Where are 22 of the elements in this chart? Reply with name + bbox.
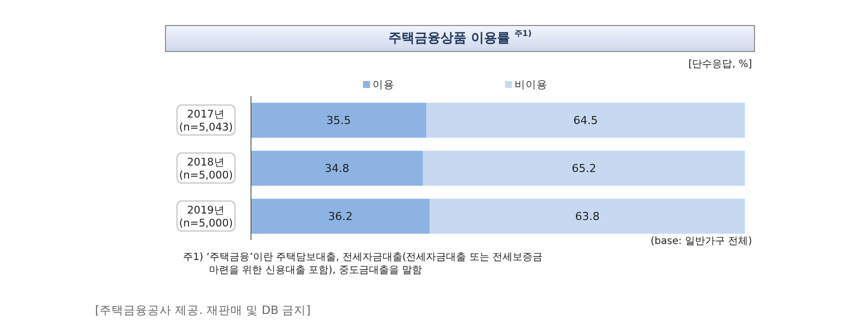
bar bbox=[251, 150, 423, 186]
data-label: 63.8 bbox=[575, 210, 600, 224]
annotation: (base: 일반가구 전체) bbox=[650, 235, 752, 248]
y-tick-label: 2018년 (n=5,000) bbox=[179, 156, 233, 182]
text: 주1) ‘주택금융’이란 주택담보대출, 전세자금대출(전세자금대출 또는 전세보증금 마련을 위한 신용대출 포함), 중도금대출을 말함 bbox=[183, 251, 544, 277]
data-label: 35.5 bbox=[326, 114, 351, 128]
legend-label: 비이용 bbox=[514, 78, 548, 92]
bar bbox=[430, 198, 745, 234]
bar bbox=[251, 102, 426, 138]
data-label: 36.2 bbox=[328, 210, 353, 224]
chart-subtitle: [단수응답, %] bbox=[688, 58, 752, 71]
data-label: 65.2 bbox=[572, 162, 596, 176]
text: [주택금융공사 제공. 재판매 및 DB 금지] bbox=[95, 303, 311, 318]
bar bbox=[251, 198, 430, 234]
y-tick-label: 2017년 (n=5,043) bbox=[179, 108, 233, 134]
bar bbox=[426, 102, 745, 138]
data-label: 64.5 bbox=[573, 114, 598, 128]
chart-title: 주택금융상품 이용률 $^{주1)}$ bbox=[165, 25, 755, 52]
data-label: 34.8 bbox=[324, 162, 350, 176]
legend-label: 이용 bbox=[372, 78, 394, 92]
bar bbox=[422, 150, 745, 186]
y-tick-label: 2019년 (n=5,000) bbox=[179, 204, 233, 230]
